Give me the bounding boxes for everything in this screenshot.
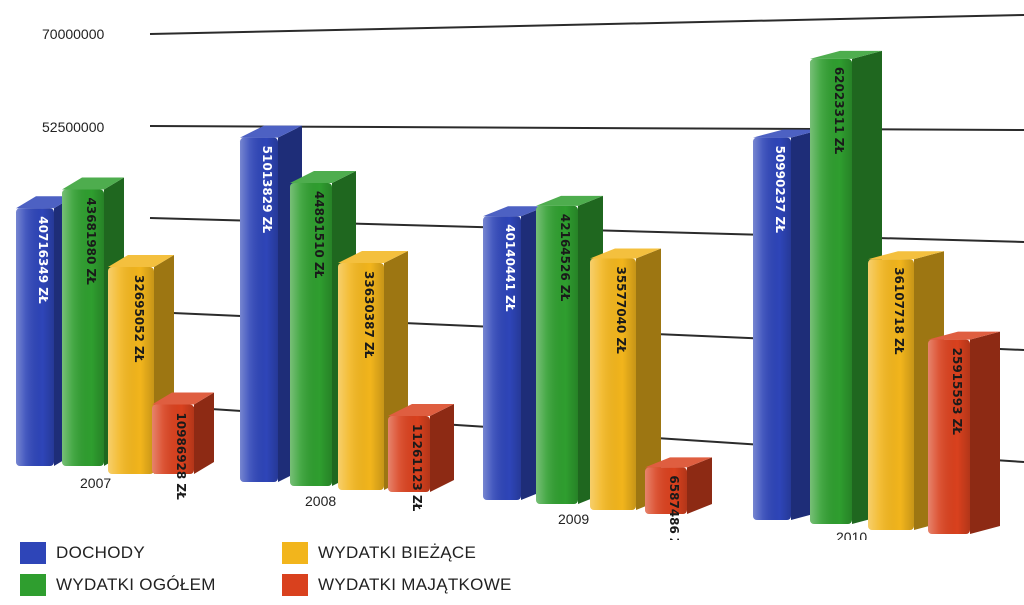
y-tick-label: 52500000 <box>42 119 105 135</box>
bar-top <box>483 206 546 217</box>
legend-label: WYDATKI BIEŻĄCE <box>318 543 477 562</box>
legend-item: WYDATKI MAJĄTKOWE <box>282 572 512 598</box>
bar-side <box>430 403 454 492</box>
bar-value-label: 43681980 ZŁ <box>84 197 98 285</box>
bar-side <box>687 457 712 514</box>
bar-gloss <box>240 137 278 482</box>
legend-label: WYDATKI MAJĄTKOWE <box>318 575 512 594</box>
bar-side <box>970 331 1000 534</box>
bar-top <box>645 457 712 468</box>
bar-top <box>590 248 661 259</box>
bars: 40716349 ZŁ 51013829 ZŁ 40140441 ZŁ 5099023… <box>16 50 1000 540</box>
y-axis-ticks: 70000000 52500000 <box>42 26 105 135</box>
legend-swatch <box>20 574 46 596</box>
bar-value-label: 35577040 ZŁ <box>614 266 628 354</box>
bar-value-label: 36107718 ZŁ <box>892 267 906 355</box>
legend-swatch <box>282 574 308 596</box>
bar: 25915593 ZŁ <box>928 331 1000 534</box>
bar-value-label: 32695052 ZŁ <box>132 275 146 363</box>
x-category-label: 2008 <box>305 493 336 509</box>
bar-top <box>868 251 944 260</box>
bar-value-label: 33630387 ZŁ <box>362 271 376 359</box>
bar-value-label: 25915593 ZŁ <box>950 348 964 436</box>
x-category-label: 2010 <box>836 529 867 540</box>
y-tick-label: 70000000 <box>42 26 105 42</box>
bar-value-label: 40140441 ZŁ <box>503 224 517 312</box>
bar-side <box>636 248 661 510</box>
legend-swatch <box>20 542 46 564</box>
legend-item: DOCHODY <box>20 540 145 566</box>
legend: DOCHODY WYDATKI OGÓŁEM WYDATKI BIEŻĄCE WYDA… <box>20 540 640 602</box>
bar-value-label: 44891510 ZŁ <box>312 191 326 279</box>
bar-gloss <box>590 258 636 510</box>
bar-value-label: 10986928 ZŁ <box>174 412 188 500</box>
legend-label: DOCHODY <box>56 543 145 562</box>
bar-top <box>928 331 1000 340</box>
bar-top <box>338 250 408 263</box>
gridline <box>149 14 1024 35</box>
x-category-label: 2009 <box>558 511 589 527</box>
bar-top <box>536 195 603 206</box>
bar-gloss <box>483 216 521 500</box>
bar: 10986928 ZŁ <box>152 392 214 500</box>
bar: 43681980 ZŁ <box>62 177 124 466</box>
bar-top <box>62 177 124 190</box>
bar: 62023311 ZŁ <box>810 50 882 525</box>
bar-value-label: 40716349 ZŁ <box>36 216 50 304</box>
bar-value-label: 51013829 ZŁ <box>260 146 274 234</box>
bar: 11261123 ZŁ <box>388 403 454 512</box>
bar-value-label: 11261123 ZŁ <box>410 424 424 512</box>
bar-top <box>810 50 882 59</box>
bar: 6587486 ZŁ <box>645 457 712 540</box>
bar-gloss <box>868 259 914 530</box>
bar-top <box>240 125 302 138</box>
bar-gloss <box>152 404 194 474</box>
bar-gloss <box>338 262 384 490</box>
bar-gloss <box>62 189 104 466</box>
bar-gloss <box>753 137 791 520</box>
x-axis-labels: 2007 2008 2009 2010 <box>80 475 867 540</box>
legend-swatch <box>282 542 308 564</box>
legend-label: WYDATKI OGÓŁEM <box>56 575 216 594</box>
bar-gloss <box>290 182 332 487</box>
bar-value-label: 6587486 ZŁ <box>667 475 681 540</box>
bar-gloss <box>16 208 54 467</box>
bar-gloss <box>388 415 430 492</box>
bar-gloss <box>810 58 852 525</box>
bar-top <box>152 392 214 405</box>
bar-value-label: 42164526 ZŁ <box>558 214 572 302</box>
bar-gloss <box>645 467 687 514</box>
bar: 42164526 ZŁ <box>536 195 603 505</box>
bar-value-label: 62023311 ZŁ <box>832 67 846 155</box>
bar: 35577040 ZŁ <box>590 248 661 510</box>
legend-item: WYDATKI OGÓŁEM <box>20 572 216 598</box>
bar-top <box>290 170 356 183</box>
bar-value-label: 50990237 ZŁ <box>773 146 787 234</box>
bar-top <box>16 196 74 209</box>
bar-top <box>108 255 174 268</box>
bar-side <box>194 392 214 474</box>
bar-top <box>388 403 454 416</box>
x-category-label: 2007 <box>80 475 111 491</box>
bar-gloss <box>108 267 154 474</box>
bar-top <box>753 129 821 138</box>
legend-item: WYDATKI BIEŻĄCE <box>282 540 476 566</box>
bar-gloss <box>928 339 970 534</box>
bar-gloss <box>536 205 578 505</box>
